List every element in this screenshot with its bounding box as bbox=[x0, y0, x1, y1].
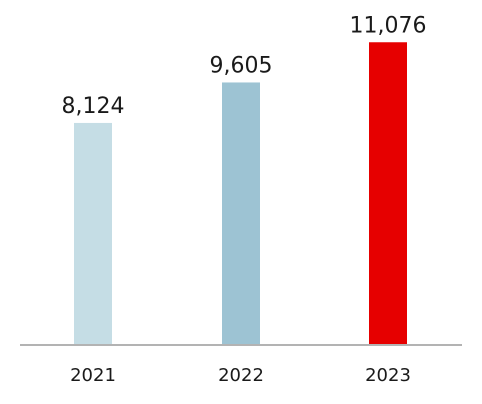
value-label-2023: 11,076 bbox=[350, 13, 427, 38]
x-tick-label-2021: 2021 bbox=[70, 365, 116, 386]
value-label-2021: 8,124 bbox=[62, 94, 125, 119]
bars-group bbox=[74, 42, 407, 346]
x-tick-labels-group: 2021 2022 2023 bbox=[70, 365, 411, 386]
value-labels-group: 8,124 9,605 11,076 bbox=[62, 13, 427, 119]
x-tick-label-2023: 2023 bbox=[365, 365, 411, 386]
bar-2021 bbox=[74, 122, 112, 345]
value-label-2022: 9,605 bbox=[210, 53, 273, 78]
x-tick-label-2022: 2022 bbox=[218, 365, 264, 386]
bar-2022 bbox=[222, 82, 260, 346]
bar-2023 bbox=[369, 42, 407, 345]
